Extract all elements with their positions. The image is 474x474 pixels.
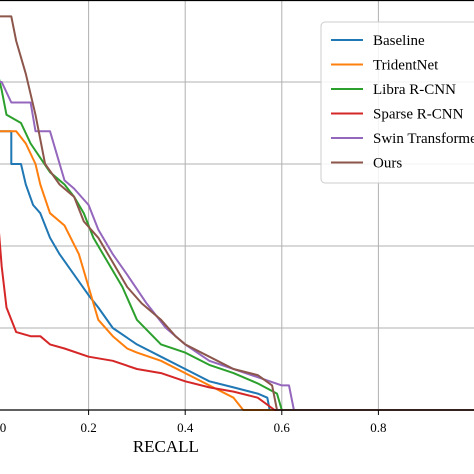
legend-label: TridentNet	[373, 58, 439, 74]
x-tick-label: 0.4	[177, 420, 194, 435]
x-tick-label: 0	[0, 420, 6, 435]
legend-box	[320, 21, 474, 184]
legend: Baseline TridentNet Libra R-CNN Sparse R-CN…	[320, 21, 474, 184]
series-line-sparse-r-cnn	[0, 232, 474, 411]
x-tick-label: 0.2	[80, 420, 96, 435]
series-line-libra-r-cnn	[0, 78, 474, 411]
series-line-baseline	[0, 130, 474, 411]
axes	[0, 0, 474, 415]
legend-label: Sparse R-CNN	[373, 107, 464, 123]
x-axis-title: RECALL	[133, 437, 199, 456]
series-line-tridentnet	[0, 130, 474, 411]
legend-label: Ours	[373, 156, 402, 172]
x-tick-labels: 0 0.2 0.4 0.6 0.8	[0, 420, 387, 435]
legend-label: Baseline	[373, 33, 425, 49]
series-line-ours	[0, 15, 474, 411]
series-line-swin-transformer	[0, 81, 474, 411]
x-tick-label: 0.8	[370, 420, 386, 435]
series-lines	[0, 15, 474, 411]
x-tick-label: 0.6	[274, 420, 291, 435]
legend-label: Swin Transformer	[373, 131, 474, 147]
legend-label: Libra R-CNN	[373, 82, 456, 98]
